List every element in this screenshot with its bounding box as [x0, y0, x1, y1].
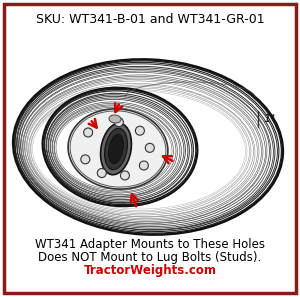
Text: TractorWeights.com: TractorWeights.com — [83, 264, 217, 277]
Circle shape — [81, 155, 90, 164]
Ellipse shape — [100, 123, 131, 175]
Circle shape — [97, 168, 106, 178]
Text: Does NOT Mount to Lug Bolts (Studs).: Does NOT Mount to Lug Bolts (Studs). — [38, 251, 262, 264]
Ellipse shape — [68, 109, 168, 189]
Text: SKU: WT341-B-01 and WT341-GR-01: SKU: WT341-B-01 and WT341-GR-01 — [36, 13, 264, 26]
Circle shape — [114, 118, 123, 127]
Ellipse shape — [105, 128, 128, 170]
Text: 1": 1" — [263, 114, 275, 124]
Circle shape — [135, 126, 144, 135]
Circle shape — [84, 128, 93, 137]
Circle shape — [145, 143, 154, 152]
Ellipse shape — [109, 115, 121, 123]
Ellipse shape — [109, 134, 123, 164]
Circle shape — [140, 161, 148, 170]
Text: WT341 Adapter Mounts to These Holes: WT341 Adapter Mounts to These Holes — [35, 238, 265, 251]
Circle shape — [120, 171, 129, 180]
